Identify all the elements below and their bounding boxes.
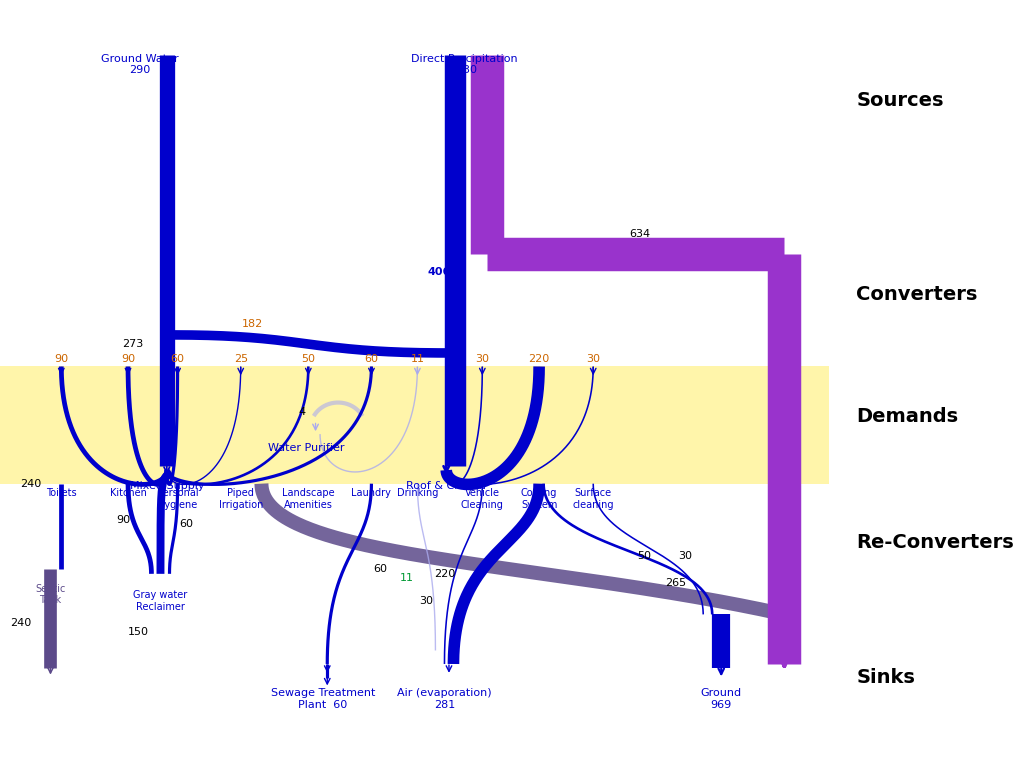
Text: 60: 60 xyxy=(374,565,387,575)
Text: Ground Water
290: Ground Water 290 xyxy=(101,54,179,75)
Text: Kitchen: Kitchen xyxy=(109,488,146,499)
Text: 11: 11 xyxy=(410,353,425,364)
Text: 634: 634 xyxy=(630,229,650,239)
Text: 30: 30 xyxy=(476,353,489,364)
Text: 90: 90 xyxy=(116,515,131,524)
Text: Piped
Irrigation: Piped Irrigation xyxy=(218,488,262,510)
Text: Ground
969: Ground 969 xyxy=(700,689,742,710)
Text: 30: 30 xyxy=(586,353,600,364)
Text: Drinking: Drinking xyxy=(397,488,438,499)
Text: 4: 4 xyxy=(298,407,305,416)
Text: Toilets: Toilets xyxy=(46,488,77,499)
Text: 60: 60 xyxy=(171,353,185,364)
Text: Direct Precipitation
1030: Direct Precipitation 1030 xyxy=(411,54,518,75)
Text: Sources: Sources xyxy=(857,91,944,110)
Text: 182: 182 xyxy=(242,319,263,329)
Text: 30: 30 xyxy=(420,596,434,606)
Text: 220: 220 xyxy=(529,353,549,364)
Text: 90: 90 xyxy=(120,353,135,364)
Text: 60: 60 xyxy=(364,353,379,364)
Text: Vehicle
Cleaning: Vehicle Cleaning xyxy=(460,488,503,510)
Text: 11: 11 xyxy=(399,573,414,584)
Text: 240: 240 xyxy=(10,619,32,629)
Text: 60: 60 xyxy=(180,519,194,529)
Bar xyxy=(0,366,829,483)
Text: 90: 90 xyxy=(54,353,68,364)
Text: 406: 406 xyxy=(428,267,450,277)
Text: 265: 265 xyxy=(666,578,687,587)
Text: Laundry: Laundry xyxy=(351,488,391,499)
Text: 273: 273 xyxy=(121,339,143,349)
Text: Demands: Demands xyxy=(857,407,959,426)
Text: 240: 240 xyxy=(20,479,42,489)
Text: 25: 25 xyxy=(234,353,248,364)
Text: 50: 50 xyxy=(637,551,651,561)
Text: Re-Converters: Re-Converters xyxy=(857,533,1014,552)
Text: Septic
Tank: Septic Tank xyxy=(36,584,65,606)
Text: 50: 50 xyxy=(301,353,315,364)
Text: Converters: Converters xyxy=(857,285,978,304)
Text: Sewage Treatment
Plant  60: Sewage Treatment Plant 60 xyxy=(271,689,375,710)
Text: Personal
Hygiene: Personal Hygiene xyxy=(157,488,198,510)
Text: 150: 150 xyxy=(128,628,148,638)
Text: Gray water
Reclaimer: Gray water Reclaimer xyxy=(134,590,188,612)
Text: 220: 220 xyxy=(434,568,455,579)
Text: Air (evaporation)
281: Air (evaporation) 281 xyxy=(397,689,492,710)
Text: 30: 30 xyxy=(678,551,692,561)
Text: Cooling
System: Cooling System xyxy=(521,488,557,510)
Text: Roof & Cistern: Roof & Cistern xyxy=(406,481,486,491)
Text: Sinks: Sinks xyxy=(857,668,916,687)
Text: Water Purifier: Water Purifier xyxy=(269,443,345,453)
Text: Surface
cleaning: Surface cleaning xyxy=(573,488,614,510)
Text: Landscape
Amenities: Landscape Amenities xyxy=(282,488,335,510)
Text: Mixed Supply: Mixed Supply xyxy=(130,481,204,491)
